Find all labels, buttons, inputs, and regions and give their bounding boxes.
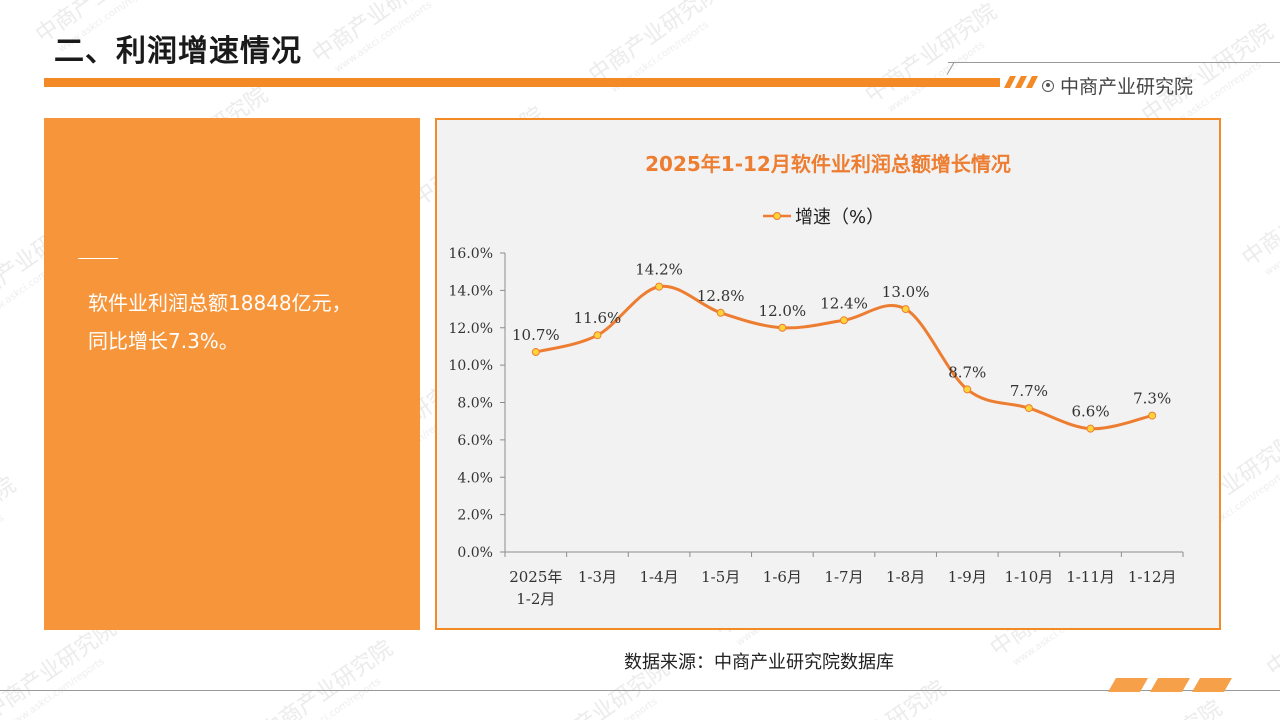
- chart-title: 2025年1-12月软件业利润总额增长情况: [645, 152, 1011, 176]
- x-tick-label: 1-5月: [701, 568, 740, 586]
- data-point: [531, 348, 540, 357]
- y-tick-label: 2.0%: [457, 508, 493, 524]
- summary-rule: [78, 258, 118, 259]
- data-point: [1024, 404, 1033, 413]
- x-tick-label: 1-3月: [578, 568, 617, 586]
- page-title: 二、利润增速情况: [54, 34, 302, 69]
- brand-logo: 中商产业研究院: [1042, 72, 1193, 99]
- x-tick-label: 1-9月: [948, 568, 987, 586]
- y-tick-label: 10.0%: [449, 358, 493, 374]
- legend-label: 增速（%）: [795, 207, 884, 228]
- data-point: [1086, 424, 1095, 433]
- data-label: 7.7%: [1010, 382, 1048, 400]
- x-tick-label: 1-8月: [886, 568, 925, 586]
- y-tick-label: 8.0%: [457, 396, 493, 412]
- legend: 增速（%）: [763, 207, 884, 228]
- data-label: 8.7%: [948, 363, 986, 381]
- header-rule-slant: [946, 62, 955, 75]
- data-point: [901, 305, 910, 314]
- data-label: 14.2%: [635, 261, 683, 279]
- data-point: [1148, 411, 1157, 420]
- data-point: [840, 316, 848, 325]
- data-label: 7.3%: [1133, 390, 1171, 408]
- title-stripes-decoration: [1004, 76, 1038, 88]
- y-tick-label: 14.0%: [449, 283, 493, 299]
- x-tick-label: 1-11月: [1066, 568, 1115, 586]
- target-icon: [1042, 79, 1054, 92]
- summary-panel: [44, 118, 420, 630]
- x-tick-label: 2025年 1-2月: [509, 568, 562, 608]
- header-rule: [948, 62, 1280, 63]
- y-tick-label: 6.0%: [457, 433, 493, 449]
- y-tick-label: 4.0%: [457, 470, 493, 486]
- line-chart: 2025年1-12月软件业利润总额增长情况 增速（%） 0.0% 2.0% 4.0%…: [449, 152, 1184, 608]
- x-tick-label: 1-12月: [1128, 568, 1177, 586]
- data-point: [655, 282, 664, 291]
- data-source: 数据来源：中商产业研究院数据库: [624, 652, 894, 673]
- footer-stripes-decoration: [1108, 678, 1232, 692]
- summary-text: 软件业利润总额18848亿元，同比增长7.3%。: [88, 291, 352, 353]
- footer-rule: [0, 690, 1280, 691]
- y-tick-label: 0.0%: [457, 545, 493, 561]
- data-point: [716, 308, 725, 317]
- data-label: 12.4%: [820, 294, 868, 312]
- brand-name: 中商产业研究院: [1060, 76, 1194, 98]
- data-label: 6.6%: [1071, 403, 1109, 421]
- y-tick-label: 16.0%: [449, 246, 493, 262]
- chart-container: 2025年1-12月软件业利润总额增长情况 增速（%） 0.0% 2.0% 4.0%…: [435, 118, 1221, 630]
- data-label: 11.6%: [574, 309, 622, 327]
- y-tick-label: 12.0%: [449, 321, 493, 337]
- data-point: [593, 331, 602, 340]
- data-point: [778, 323, 787, 332]
- data-label: 10.7%: [512, 326, 560, 344]
- x-tick-label: 1-10月: [1005, 568, 1054, 586]
- data-point: [963, 385, 972, 394]
- x-tick-label: 1-4月: [640, 568, 679, 586]
- data-label: 12.8%: [697, 287, 745, 305]
- data-label: 12.0%: [759, 302, 807, 320]
- title-underline-bar: [44, 78, 1000, 87]
- data-label: 13.0%: [882, 283, 930, 301]
- x-tick-label: 1-7月: [824, 568, 863, 586]
- x-tick-label: 1-6月: [763, 568, 802, 586]
